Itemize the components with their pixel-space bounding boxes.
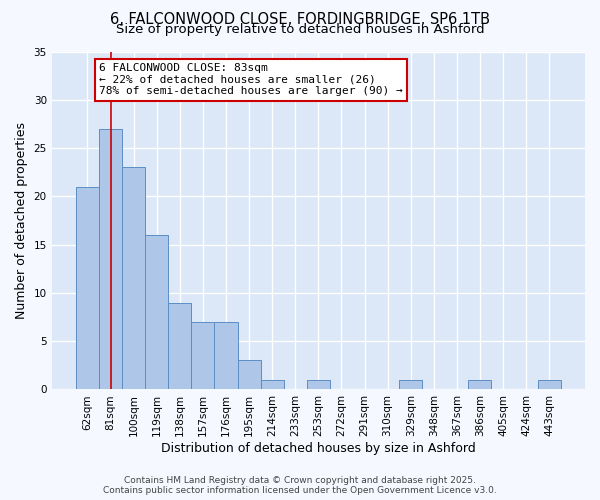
Y-axis label: Number of detached properties: Number of detached properties [15,122,28,319]
Bar [145,235,168,390]
Bar [399,380,422,390]
Text: 6, FALCONWOOD CLOSE, FORDINGBRIDGE, SP6 1TB: 6, FALCONWOOD CLOSE, FORDINGBRIDGE, SP6 … [110,12,490,28]
Text: Contains HM Land Registry data © Crown copyright and database right 2025.
Contai: Contains HM Land Registry data © Crown c… [103,476,497,495]
Bar [260,380,284,390]
Bar [76,186,99,390]
Bar [191,322,214,390]
Text: Size of property relative to detached houses in Ashford: Size of property relative to detached ho… [116,22,484,36]
Text: 6 FALCONWOOD CLOSE: 83sqm
← 22% of detached houses are smaller (26)
78% of semi-: 6 FALCONWOOD CLOSE: 83sqm ← 22% of detac… [99,63,403,96]
Bar [214,322,238,390]
Bar [122,168,145,390]
Bar [307,380,330,390]
Bar [99,128,122,390]
Bar [469,380,491,390]
X-axis label: Distribution of detached houses by size in Ashford: Distribution of detached houses by size … [161,442,476,455]
Bar [238,360,260,390]
Bar [538,380,561,390]
Bar [168,302,191,390]
